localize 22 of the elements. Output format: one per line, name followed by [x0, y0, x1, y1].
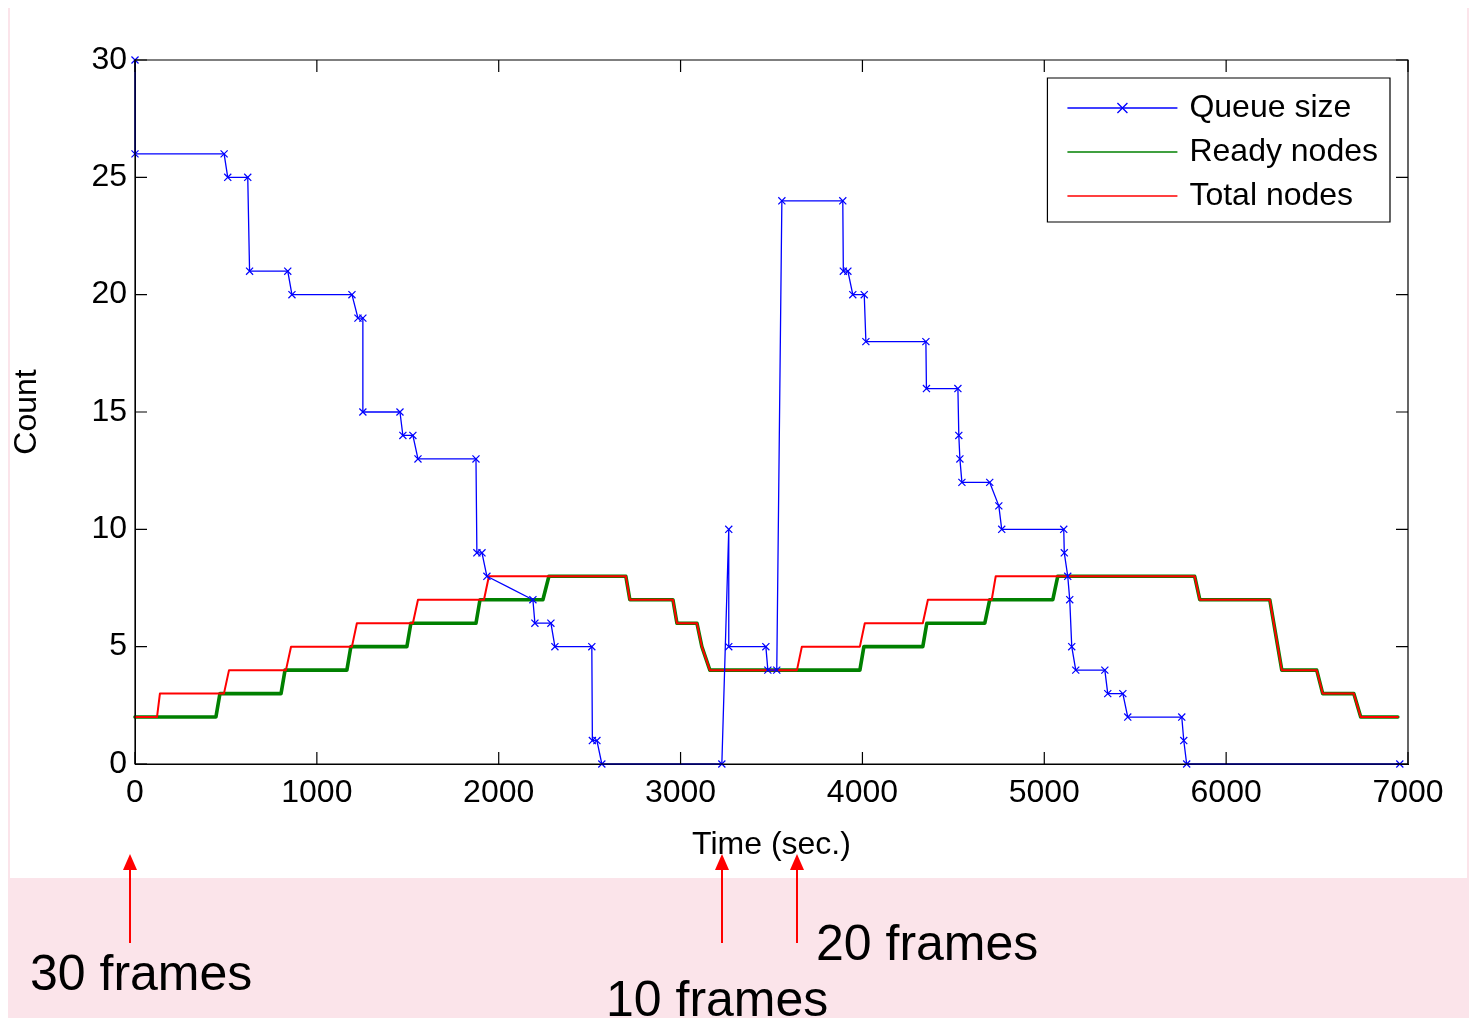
y-tick-label: 10	[91, 509, 127, 546]
text: 10 frames	[606, 971, 829, 1026]
x-tick-label: 6000	[1190, 773, 1262, 810]
y-axis-title: Count	[7, 369, 44, 455]
x-tick-label: 5000	[1008, 773, 1080, 810]
y-tick-label: 20	[91, 274, 127, 311]
x-tick-label: 1000	[281, 773, 353, 810]
x-tick-label: 7000	[1372, 773, 1444, 810]
x-tick-label: 3000	[644, 773, 717, 810]
y-tick-label: 0	[109, 743, 127, 780]
y-tick-label: 30	[91, 39, 127, 76]
legend-label: Queue size	[1189, 87, 1352, 124]
y-tick-label: 25	[91, 157, 127, 194]
x-axis-title: Time (sec.)	[692, 824, 851, 861]
y-tick-label: 15	[91, 391, 127, 428]
legend-label: Ready nodes	[1189, 131, 1378, 168]
y-tick-label: 5	[109, 626, 127, 663]
x-tick-label: 2000	[463, 773, 535, 810]
x-tick-label: 4000	[826, 773, 899, 810]
text: 30 frames	[30, 945, 253, 1001]
text: 20 frames	[816, 915, 1039, 971]
legend-label: Total nodes	[1189, 175, 1354, 212]
